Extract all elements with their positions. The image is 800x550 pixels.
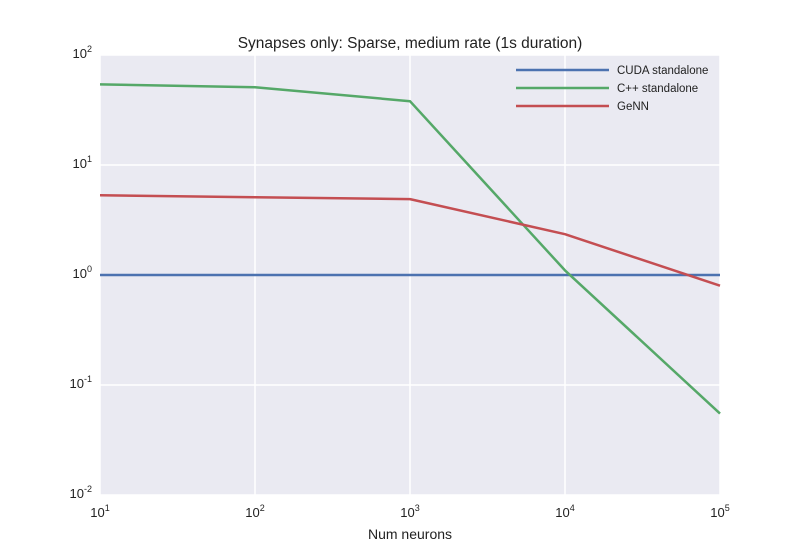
y-tick-label: 10-2 (70, 484, 92, 501)
y-tick-label: 101 (73, 154, 92, 171)
x-tick-exponent: 2 (260, 503, 265, 513)
legend-label: CUDA standalone (617, 65, 708, 77)
x-tick-exponent: 4 (570, 503, 575, 513)
y-tick-label: 100 (73, 264, 92, 281)
legend: CUDA standalone C++ standalone GeNN (516, 65, 708, 113)
series-line-c-standalone (99, 83, 721, 415)
x-tick-base: 10 (90, 505, 104, 520)
y-tick-exponent: -1 (84, 374, 92, 384)
y-tick-label: 102 (73, 44, 92, 61)
series-lines (99, 83, 721, 415)
y-tick-base: 10 (70, 376, 84, 391)
x-tick-labels: 101 102 103 104 105 (90, 503, 729, 520)
x-tick-base: 10 (400, 505, 414, 520)
y-tick-exponent: 1 (87, 154, 92, 164)
y-tick-exponent: 2 (87, 44, 92, 54)
x-axis-label: Num neurons (368, 526, 452, 542)
x-tick-exponent: 3 (415, 503, 420, 513)
x-tick-base: 10 (245, 505, 259, 520)
y-tick-base: 10 (73, 46, 87, 61)
x-tick-label: 102 (245, 503, 264, 520)
y-tick-exponent: -2 (84, 484, 92, 494)
chart-title: Synapses only: Sparse, medium rate (1s d… (238, 35, 583, 52)
legend-label: GeNN (617, 101, 649, 113)
x-tick-base: 10 (555, 505, 569, 520)
y-tick-base: 10 (73, 266, 87, 281)
x-tick-base: 10 (710, 505, 724, 520)
x-tick-label: 103 (400, 503, 419, 520)
x-tick-label: 105 (710, 503, 729, 520)
x-tick-exponent: 1 (105, 503, 110, 513)
x-tick-label: 104 (555, 503, 574, 520)
legend-label: C++ standalone (617, 83, 698, 95)
x-tick-exponent: 5 (725, 503, 730, 513)
series-line-genn (99, 194, 721, 287)
y-tick-label: 10-1 (70, 374, 92, 391)
y-tick-exponent: 0 (87, 264, 92, 274)
y-tick-base: 10 (70, 486, 84, 501)
y-tick-base: 10 (73, 156, 87, 171)
x-tick-label: 101 (90, 503, 109, 520)
